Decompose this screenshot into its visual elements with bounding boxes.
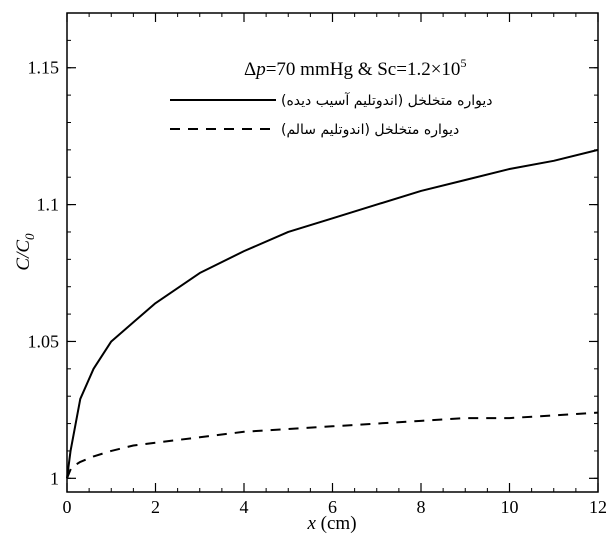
minor-ticks (66, 12, 599, 492)
x-axis-var: x (306, 513, 316, 534)
y-axis-title: C/C0 (13, 233, 37, 271)
annotation-exp: 5 (460, 56, 466, 70)
x-tick-label: 6 (328, 497, 337, 517)
y-axis-sub: 0 (22, 233, 37, 240)
annotation-rest: =70 mmHg & Sc=1.2×10 (266, 59, 461, 80)
annotation-delta: Δ (244, 59, 256, 80)
x-tick-labels: 0 2 4 6 8 10 12 (63, 497, 608, 517)
x-tick-label: 0 (63, 497, 72, 517)
x-axis-title: x (cm) (306, 513, 356, 534)
x-tick-label: 8 (417, 497, 426, 517)
x-tick-label: 2 (151, 497, 160, 517)
y-tick-labels: 1 1.05 1.1 1.15 (28, 58, 60, 489)
legend: دیواره متخلخل (اندوتلیم آسیب دیده) دیوار… (170, 92, 492, 138)
y-tick-label: 1.15 (28, 58, 60, 78)
y-tick-label: 1.1 (37, 195, 60, 215)
x-tick-label: 4 (240, 497, 249, 517)
series-line-solid (66, 148, 599, 479)
y-tick-label: 1 (50, 468, 59, 488)
y-axis-main: C/C (13, 240, 34, 271)
series-lines (66, 148, 599, 479)
legend-label-dashed: دیواره متخلخل (اندوتلیم سالم) (281, 122, 459, 138)
major-ticks (66, 13, 599, 492)
x-tick-label: 10 (501, 497, 519, 517)
annotation-p: p (254, 59, 266, 80)
series-line-dashed (66, 411, 599, 479)
x-axis-unit: (cm) (316, 513, 357, 534)
y-tick-label: 1.05 (28, 331, 60, 351)
annotation: Δp=70 mmHg & Sc=1.2×105 (244, 56, 466, 80)
x-tick-label: 12 (589, 497, 607, 517)
plot-frame (66, 12, 599, 493)
legend-label-solid: دیواره متخلخل (اندوتلیم آسیب دیده) (281, 92, 492, 109)
